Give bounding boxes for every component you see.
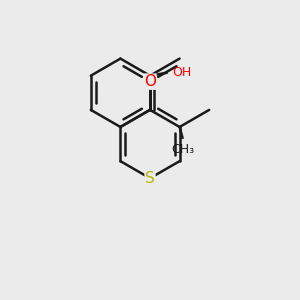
Text: S: S: [145, 171, 155, 186]
Text: CH₃: CH₃: [171, 143, 194, 156]
Text: OH: OH: [172, 66, 191, 79]
Text: O: O: [144, 74, 156, 89]
